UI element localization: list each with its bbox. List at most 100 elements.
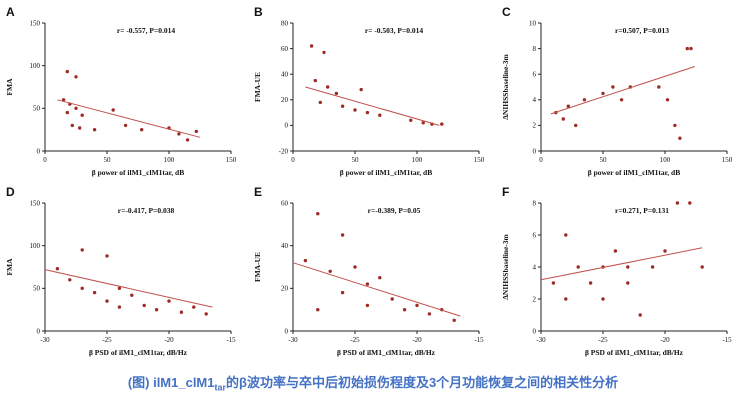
x-tick-label: -15 (722, 336, 732, 344)
x-tick-label: -15 (474, 336, 484, 344)
data-point (68, 278, 72, 282)
data-point (409, 118, 413, 123)
panel-letter: F (502, 185, 509, 199)
y-tick-label: -20 (279, 147, 289, 155)
data-point (334, 91, 339, 96)
x-tick-label: -15 (226, 336, 236, 344)
y-axis-label: FMA-UE (253, 72, 262, 102)
y-tick-label: 50 (33, 105, 41, 113)
y-tick-label: 8 (533, 199, 537, 207)
data-point (185, 138, 190, 142)
data-point (619, 98, 624, 102)
data-point (657, 85, 661, 89)
x-tick-label: 150 (474, 156, 485, 164)
y-tick-label: 0 (285, 327, 289, 335)
regression-line (44, 269, 213, 308)
y-tick-label: 0 (533, 327, 537, 335)
data-point (561, 117, 565, 121)
regression-line (540, 247, 703, 281)
x-tick-label: 50 (352, 156, 360, 164)
x-tick-label: -25 (102, 336, 112, 344)
caption-text-prefix: (图) ilM1_clM1 (127, 375, 215, 390)
correlation-annotation: r=0.507, P=0.013 (615, 26, 669, 35)
data-point (61, 98, 66, 102)
data-point (322, 50, 326, 55)
data-point (365, 303, 370, 308)
data-point (576, 265, 580, 269)
y-tick-label: 8 (533, 45, 537, 53)
x-axis-label: β power of ilM1_clM1tar, dB (92, 168, 184, 177)
regression-line (305, 86, 440, 126)
data-point (326, 85, 330, 89)
regression-line (57, 99, 201, 138)
data-point (142, 303, 146, 308)
correlation-annotation: r=-0.389, P=0.05 (368, 206, 421, 215)
data-point (92, 290, 97, 295)
scatter-plot-a: Ar= -0.557, P=0.014 0 50 100 150 0 50 100 150 β p… (5, 5, 237, 177)
panel-letter: E (254, 185, 262, 199)
data-point (117, 305, 122, 309)
data-point (611, 85, 615, 89)
data-point (378, 276, 382, 280)
data-point (154, 308, 159, 312)
y-tick-label: 0 (37, 327, 41, 335)
y-tick-label: 0 (37, 147, 41, 155)
data-point (65, 69, 70, 74)
data-point (582, 98, 587, 102)
data-point (421, 121, 425, 125)
data-point (177, 132, 181, 136)
caption-subscript: tar (214, 382, 227, 393)
panel-letter: A (6, 5, 15, 19)
data-point (365, 110, 370, 115)
data-point (340, 290, 345, 295)
x-axis-label: β PSD of ilM1_clM1tar, dB/Hz (89, 348, 188, 357)
x-tick-label: 0 (291, 156, 295, 164)
data-point (359, 87, 363, 92)
x-tick-label: -20 (412, 336, 422, 344)
data-point (688, 201, 692, 205)
data-point (140, 128, 144, 132)
data-point (194, 129, 198, 134)
scatter-plot-e: Er=-0.389, P=0.05 -30 -25 -20 -15 0 20 40 60 β PS… (253, 185, 484, 357)
data-point (340, 233, 345, 237)
panel-letter: B (254, 5, 263, 19)
data-point (340, 104, 345, 108)
data-point (123, 123, 128, 128)
y-tick-label: 150 (30, 19, 41, 27)
data-point (192, 305, 196, 309)
data-point (353, 108, 357, 112)
x-tick-label: 0 (43, 156, 47, 164)
data-point (665, 98, 670, 102)
y-tick-label: 0 (285, 122, 289, 130)
x-tick-label: 150 (226, 156, 237, 164)
data-point (92, 128, 97, 132)
data-point (80, 286, 84, 290)
y-tick-label: 4 (533, 96, 537, 104)
x-tick-label: -25 (350, 336, 360, 344)
data-point (390, 297, 394, 301)
correlation-annotation: r= -0.557, P=0.014 (117, 26, 176, 35)
data-point (378, 113, 382, 117)
data-point (685, 46, 689, 51)
data-point (105, 299, 109, 303)
y-tick-label: 40 (281, 71, 289, 79)
panel-letter: C (502, 5, 511, 19)
figure-caption: (图) ilM1_clM1tar的β波功率与卒中后初始损伤程度及3个月功能恢复之… (0, 363, 746, 393)
x-tick-label: -30 (536, 336, 546, 344)
regression-line (550, 66, 695, 115)
data-point (55, 267, 60, 271)
data-point (80, 113, 84, 117)
y-tick-label: 100 (30, 242, 41, 250)
y-axis-label: FMA (5, 258, 14, 276)
x-tick-label: -25 (598, 336, 608, 344)
data-point (316, 212, 320, 216)
data-point (70, 123, 75, 128)
x-tick-label: -20 (660, 336, 670, 344)
y-tick-label: 40 (281, 242, 289, 250)
